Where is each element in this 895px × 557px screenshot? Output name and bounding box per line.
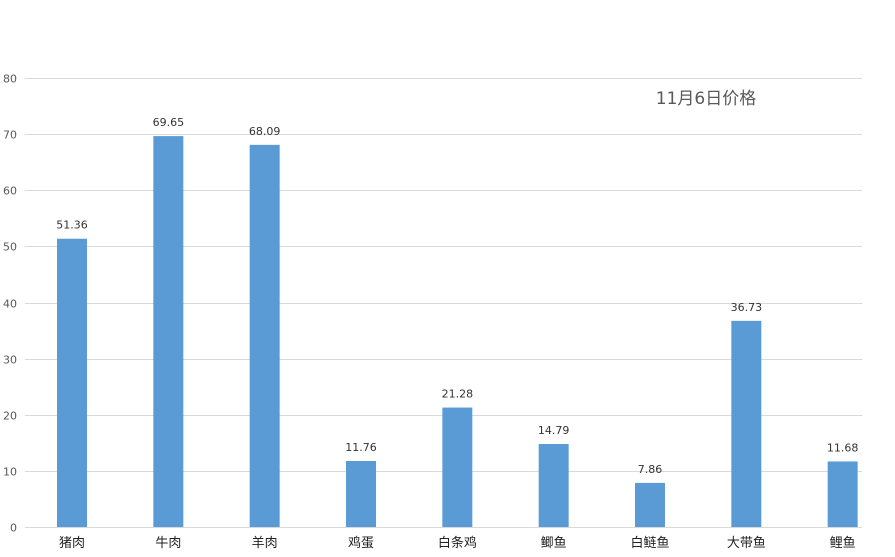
data-label: 21.28 [442,388,474,401]
data-label: 36.73 [731,301,763,314]
data-labels: 51.36 69.65 68.09 11.76 21.28 14.79 7.86 36.73 1… [56,116,858,476]
y-axis-ticks: 0 10 20 30 40 50 60 70 80 [3,73,17,535]
category-label: 牛肉 [155,536,181,551]
category-label: 鲫鱼 [541,535,567,551]
bar [442,407,473,527]
data-label: 14.79 [538,424,570,437]
category-label: 鲤鱼 [830,535,856,551]
y-tick-label: 60 [3,185,17,198]
bar [827,461,858,527]
y-tick-label: 80 [3,73,17,86]
bar [346,460,376,527]
y-tick-label: 30 [3,354,17,367]
y-tick-label: 70 [3,129,17,142]
data-label: 68.09 [249,125,281,138]
bar [635,482,665,527]
category-label: 大带鱼 [727,535,766,551]
category-label: 鸡蛋 [348,535,374,551]
category-label: 猪肉 [59,536,85,551]
y-tick-label: 40 [3,298,17,311]
data-label: 11.68 [827,441,859,454]
chart-annotation: 11月6日价格 [656,89,756,109]
data-label: 7.86 [638,463,663,476]
bars [57,136,858,528]
y-tick-label: 50 [3,241,17,254]
bar [153,136,184,528]
x-axis-labels: 猪肉 牛肉 羊肉 鸡蛋 白条鸡 鲫鱼 白鲢鱼 大带鱼 鲤鱼 [59,535,856,551]
y-tick-label: 0 [10,522,17,535]
category-label: 白鲢鱼 [630,535,669,551]
category-label: 白条鸡 [438,535,477,551]
bar [538,443,569,527]
data-label: 51.36 [56,219,88,232]
category-label: 羊肉 [252,535,278,551]
bar [249,144,280,527]
bar [57,238,87,527]
data-label: 69.65 [153,116,185,129]
bar [731,320,762,527]
data-label: 11.76 [345,441,377,454]
y-tick-label: 20 [3,410,17,423]
y-tick-label: 10 [3,466,17,479]
